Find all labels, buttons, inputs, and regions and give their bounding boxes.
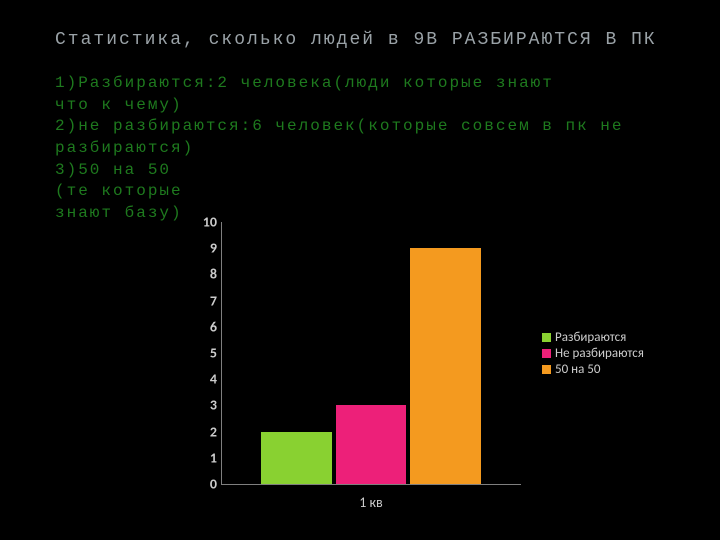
legend-swatch	[542, 333, 551, 342]
plot-area	[221, 222, 521, 484]
bar-chart: 012345678910 1 кв РазбираютсяНе разбираю…	[195, 222, 675, 527]
legend-swatch	[542, 349, 551, 358]
legend: РазбираютсяНе разбираются50 на 50	[542, 330, 644, 378]
y-tick-label: 10	[203, 214, 217, 231]
bar-50-на-50	[410, 248, 481, 484]
y-tick-label: 8	[210, 266, 217, 283]
y-tick-label: 9	[210, 240, 217, 257]
legend-label: Не разбираются	[555, 346, 644, 361]
y-tick-label: 5	[210, 345, 217, 362]
bars-container	[221, 222, 521, 484]
y-axis: 012345678910	[195, 222, 221, 484]
description-block: 1)Разбираются:2 человека(люди которые зн…	[55, 73, 665, 224]
x-axis-line	[221, 484, 521, 485]
desc-line-1: 1)Разбираются:2 человека(люди которые зн…	[55, 73, 595, 116]
legend-swatch	[542, 365, 551, 374]
y-tick-label: 4	[210, 371, 217, 388]
x-axis-label: 1 кв	[221, 494, 521, 511]
desc-line-2: 2)не разбираются:6 человек(которые совсе…	[55, 116, 665, 159]
legend-item: 50 на 50	[542, 362, 644, 377]
legend-item: Не разбираются	[542, 346, 644, 361]
y-tick-label: 7	[210, 292, 217, 309]
page-title: Статистика, сколько людей в 9В РАЗБИРАЮТ…	[55, 28, 665, 53]
y-tick-label: 3	[210, 397, 217, 414]
y-tick-label: 2	[210, 423, 217, 440]
y-tick-label: 0	[210, 476, 217, 493]
y-tick-label: 1	[210, 449, 217, 466]
bar-разбираются	[261, 432, 332, 484]
bar-не-разбираются	[336, 405, 407, 484]
legend-item: Разбираются	[542, 330, 644, 345]
legend-label: Разбираются	[555, 330, 626, 345]
legend-label: 50 на 50	[555, 362, 600, 377]
desc-line-3: 3)50 на 50 (те которые знают базу)	[55, 160, 210, 225]
y-tick-label: 6	[210, 318, 217, 335]
